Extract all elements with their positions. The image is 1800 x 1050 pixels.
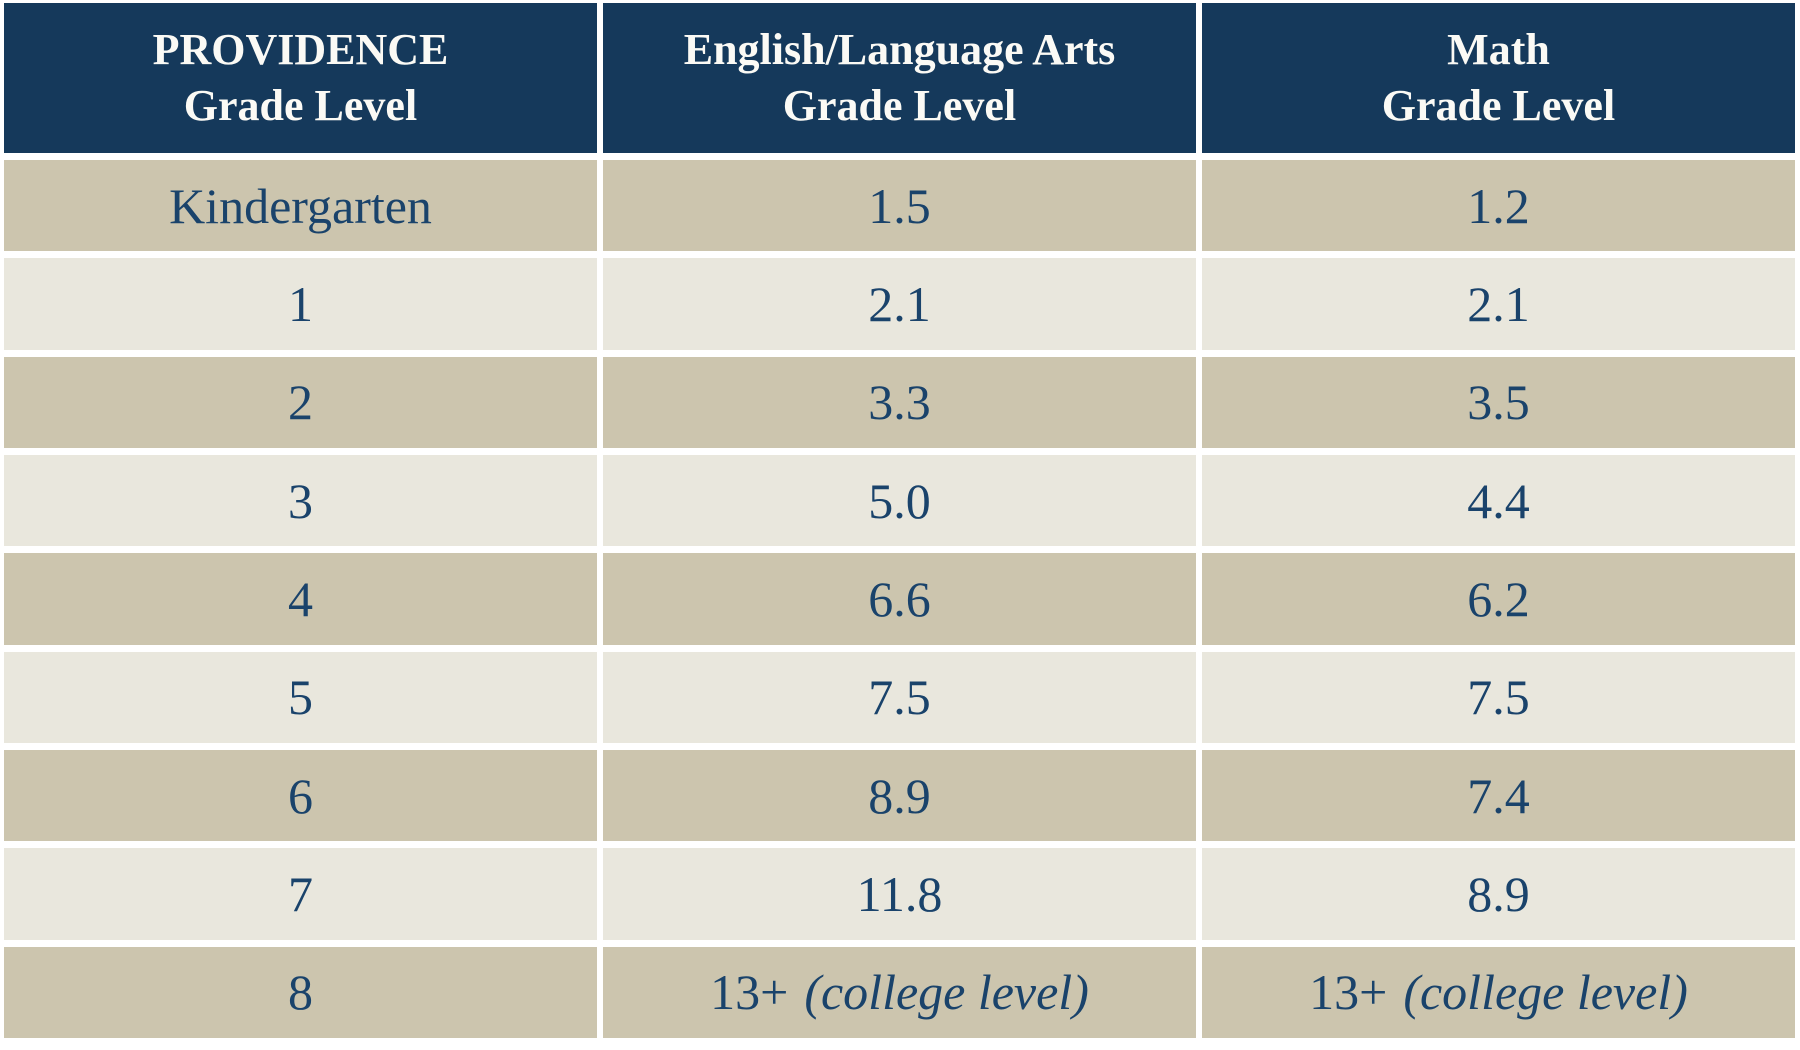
cell-ela: 8.9 <box>603 750 1196 842</box>
header-ela-grade-level: English/Language Arts Grade Level <box>603 3 1196 153</box>
cell-math: 1.2 <box>1202 160 1795 252</box>
math-value: 1.2 <box>1467 177 1530 234</box>
grade-label: 4 <box>288 570 313 627</box>
ela-value: 8.9 <box>868 767 931 824</box>
cell-ela: 7.5 <box>603 651 1196 743</box>
cell-math: 4.4 <box>1202 455 1795 547</box>
math-value: 3.5 <box>1467 374 1530 431</box>
grade-label: Kindergarten <box>169 177 432 234</box>
header-providence-grade-level: PROVIDENCE Grade Level <box>4 3 597 153</box>
cell-math: 7.4 <box>1202 750 1795 842</box>
cell-grade: 7 <box>4 848 597 940</box>
grade-label: 7 <box>288 865 313 922</box>
ela-value: 7.5 <box>868 669 931 726</box>
cell-grade: 3 <box>4 455 597 547</box>
cell-ela: 6.6 <box>603 553 1196 645</box>
header-line2: Grade Level <box>782 81 1017 130</box>
ela-value: 3.3 <box>868 374 931 431</box>
cell-grade: 1 <box>4 258 597 350</box>
cell-math: 6.2 <box>1202 553 1795 645</box>
ela-value: 6.6 <box>868 570 931 627</box>
header-math-grade-level: Math Grade Level <box>1202 3 1795 153</box>
cell-ela: 2.1 <box>603 258 1196 350</box>
math-value: 13+ <box>1309 964 1388 1021</box>
math-value: 7.4 <box>1467 767 1530 824</box>
cell-grade: 4 <box>4 553 597 645</box>
math-value: 4.4 <box>1467 472 1530 529</box>
grade-level-table: PROVIDENCE Grade Level English/Language … <box>4 3 1795 1038</box>
cell-grade: 2 <box>4 356 597 448</box>
ela-note: (college level) <box>804 964 1089 1021</box>
cell-grade: 8 <box>4 946 597 1038</box>
grade-label: 3 <box>288 472 313 529</box>
grade-label: 1 <box>288 275 313 332</box>
header-line1: Math <box>1447 25 1550 75</box>
ela-value: 2.1 <box>868 275 931 332</box>
header-line1: PROVIDENCE <box>152 25 449 75</box>
cell-math: 3.5 <box>1202 356 1795 448</box>
header-line2: Grade Level <box>1381 81 1616 130</box>
cell-math: 13+ (college level) <box>1202 946 1795 1038</box>
cell-ela: 13+ (college level) <box>603 946 1196 1038</box>
header-line1: English/Language Arts <box>683 25 1116 75</box>
cell-grade: 5 <box>4 651 597 743</box>
cell-ela: 5.0 <box>603 455 1196 547</box>
math-value: 7.5 <box>1467 669 1530 726</box>
cell-ela: 1.5 <box>603 160 1196 252</box>
cell-math: 7.5 <box>1202 651 1795 743</box>
cell-math: 2.1 <box>1202 258 1795 350</box>
cell-math: 8.9 <box>1202 848 1795 940</box>
math-value: 6.2 <box>1467 570 1530 627</box>
math-value: 2.1 <box>1467 275 1530 332</box>
header-line2: Grade Level <box>183 81 418 130</box>
math-note: (college level) <box>1403 964 1688 1021</box>
cell-grade: Kindergarten <box>4 160 597 252</box>
grade-label: 6 <box>288 767 313 824</box>
grade-label: 8 <box>288 964 313 1021</box>
ela-value: 1.5 <box>868 177 931 234</box>
cell-ela: 3.3 <box>603 356 1196 448</box>
grade-label: 5 <box>288 669 313 726</box>
cell-grade: 6 <box>4 750 597 842</box>
ela-value: 11.8 <box>856 865 943 922</box>
cell-ela: 11.8 <box>603 848 1196 940</box>
ela-value: 5.0 <box>868 472 931 529</box>
math-value: 8.9 <box>1467 865 1530 922</box>
ela-value: 13+ <box>710 964 789 1021</box>
grade-label: 2 <box>288 374 313 431</box>
